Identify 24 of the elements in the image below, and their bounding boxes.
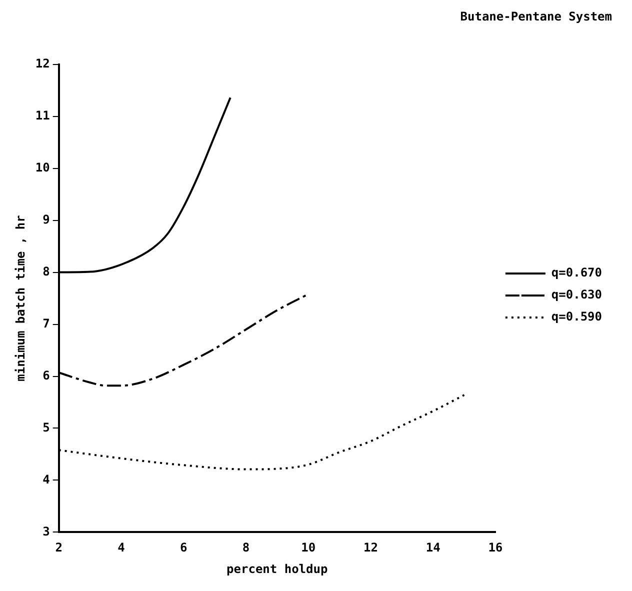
x-tick-label: 6	[180, 540, 188, 555]
legend-label: q=0.670	[551, 266, 602, 280]
y-tick-label: 8	[42, 264, 50, 278]
text: Butane-Pentane System	[460, 9, 612, 24]
x-tick-label: 10	[301, 540, 316, 555]
y-tick-label: 5	[42, 420, 50, 434]
y-tick-label: 7	[42, 316, 50, 330]
y-tick-label: 10	[35, 160, 50, 174]
legend-label: q=0.590	[551, 310, 602, 324]
x-tick-label: 16	[488, 540, 503, 555]
x-tick-label: 4	[118, 540, 125, 555]
y-tick-label: 9	[42, 212, 50, 226]
y-axis-title: minimum batch time , hr	[13, 215, 28, 382]
x-axis-title: percent holdup	[226, 562, 328, 576]
y-tick-label: 6	[42, 368, 50, 382]
x-tick-label: 14	[426, 540, 440, 555]
y-tick-label: 11	[35, 108, 50, 123]
y-tick-label: 4	[42, 472, 50, 486]
x-tick-label: 8	[242, 540, 250, 555]
y-tick-label: 3	[42, 524, 50, 538]
legend-label: q=0.630	[551, 288, 602, 302]
x-tick-label: 2	[55, 540, 62, 555]
y-tick-label: 12	[35, 56, 50, 71]
x-tick-label: 12	[363, 540, 378, 555]
